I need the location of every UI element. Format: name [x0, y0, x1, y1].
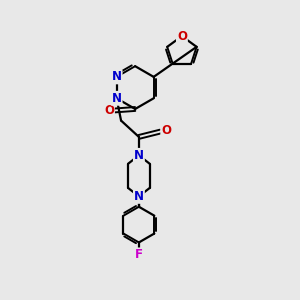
Text: O: O [177, 30, 187, 43]
Text: F: F [135, 248, 143, 261]
Text: N: N [112, 92, 122, 105]
Text: N: N [112, 70, 122, 83]
Text: O: O [104, 104, 114, 117]
Text: N: N [134, 190, 144, 203]
Text: N: N [134, 149, 144, 162]
Text: O: O [161, 124, 171, 137]
